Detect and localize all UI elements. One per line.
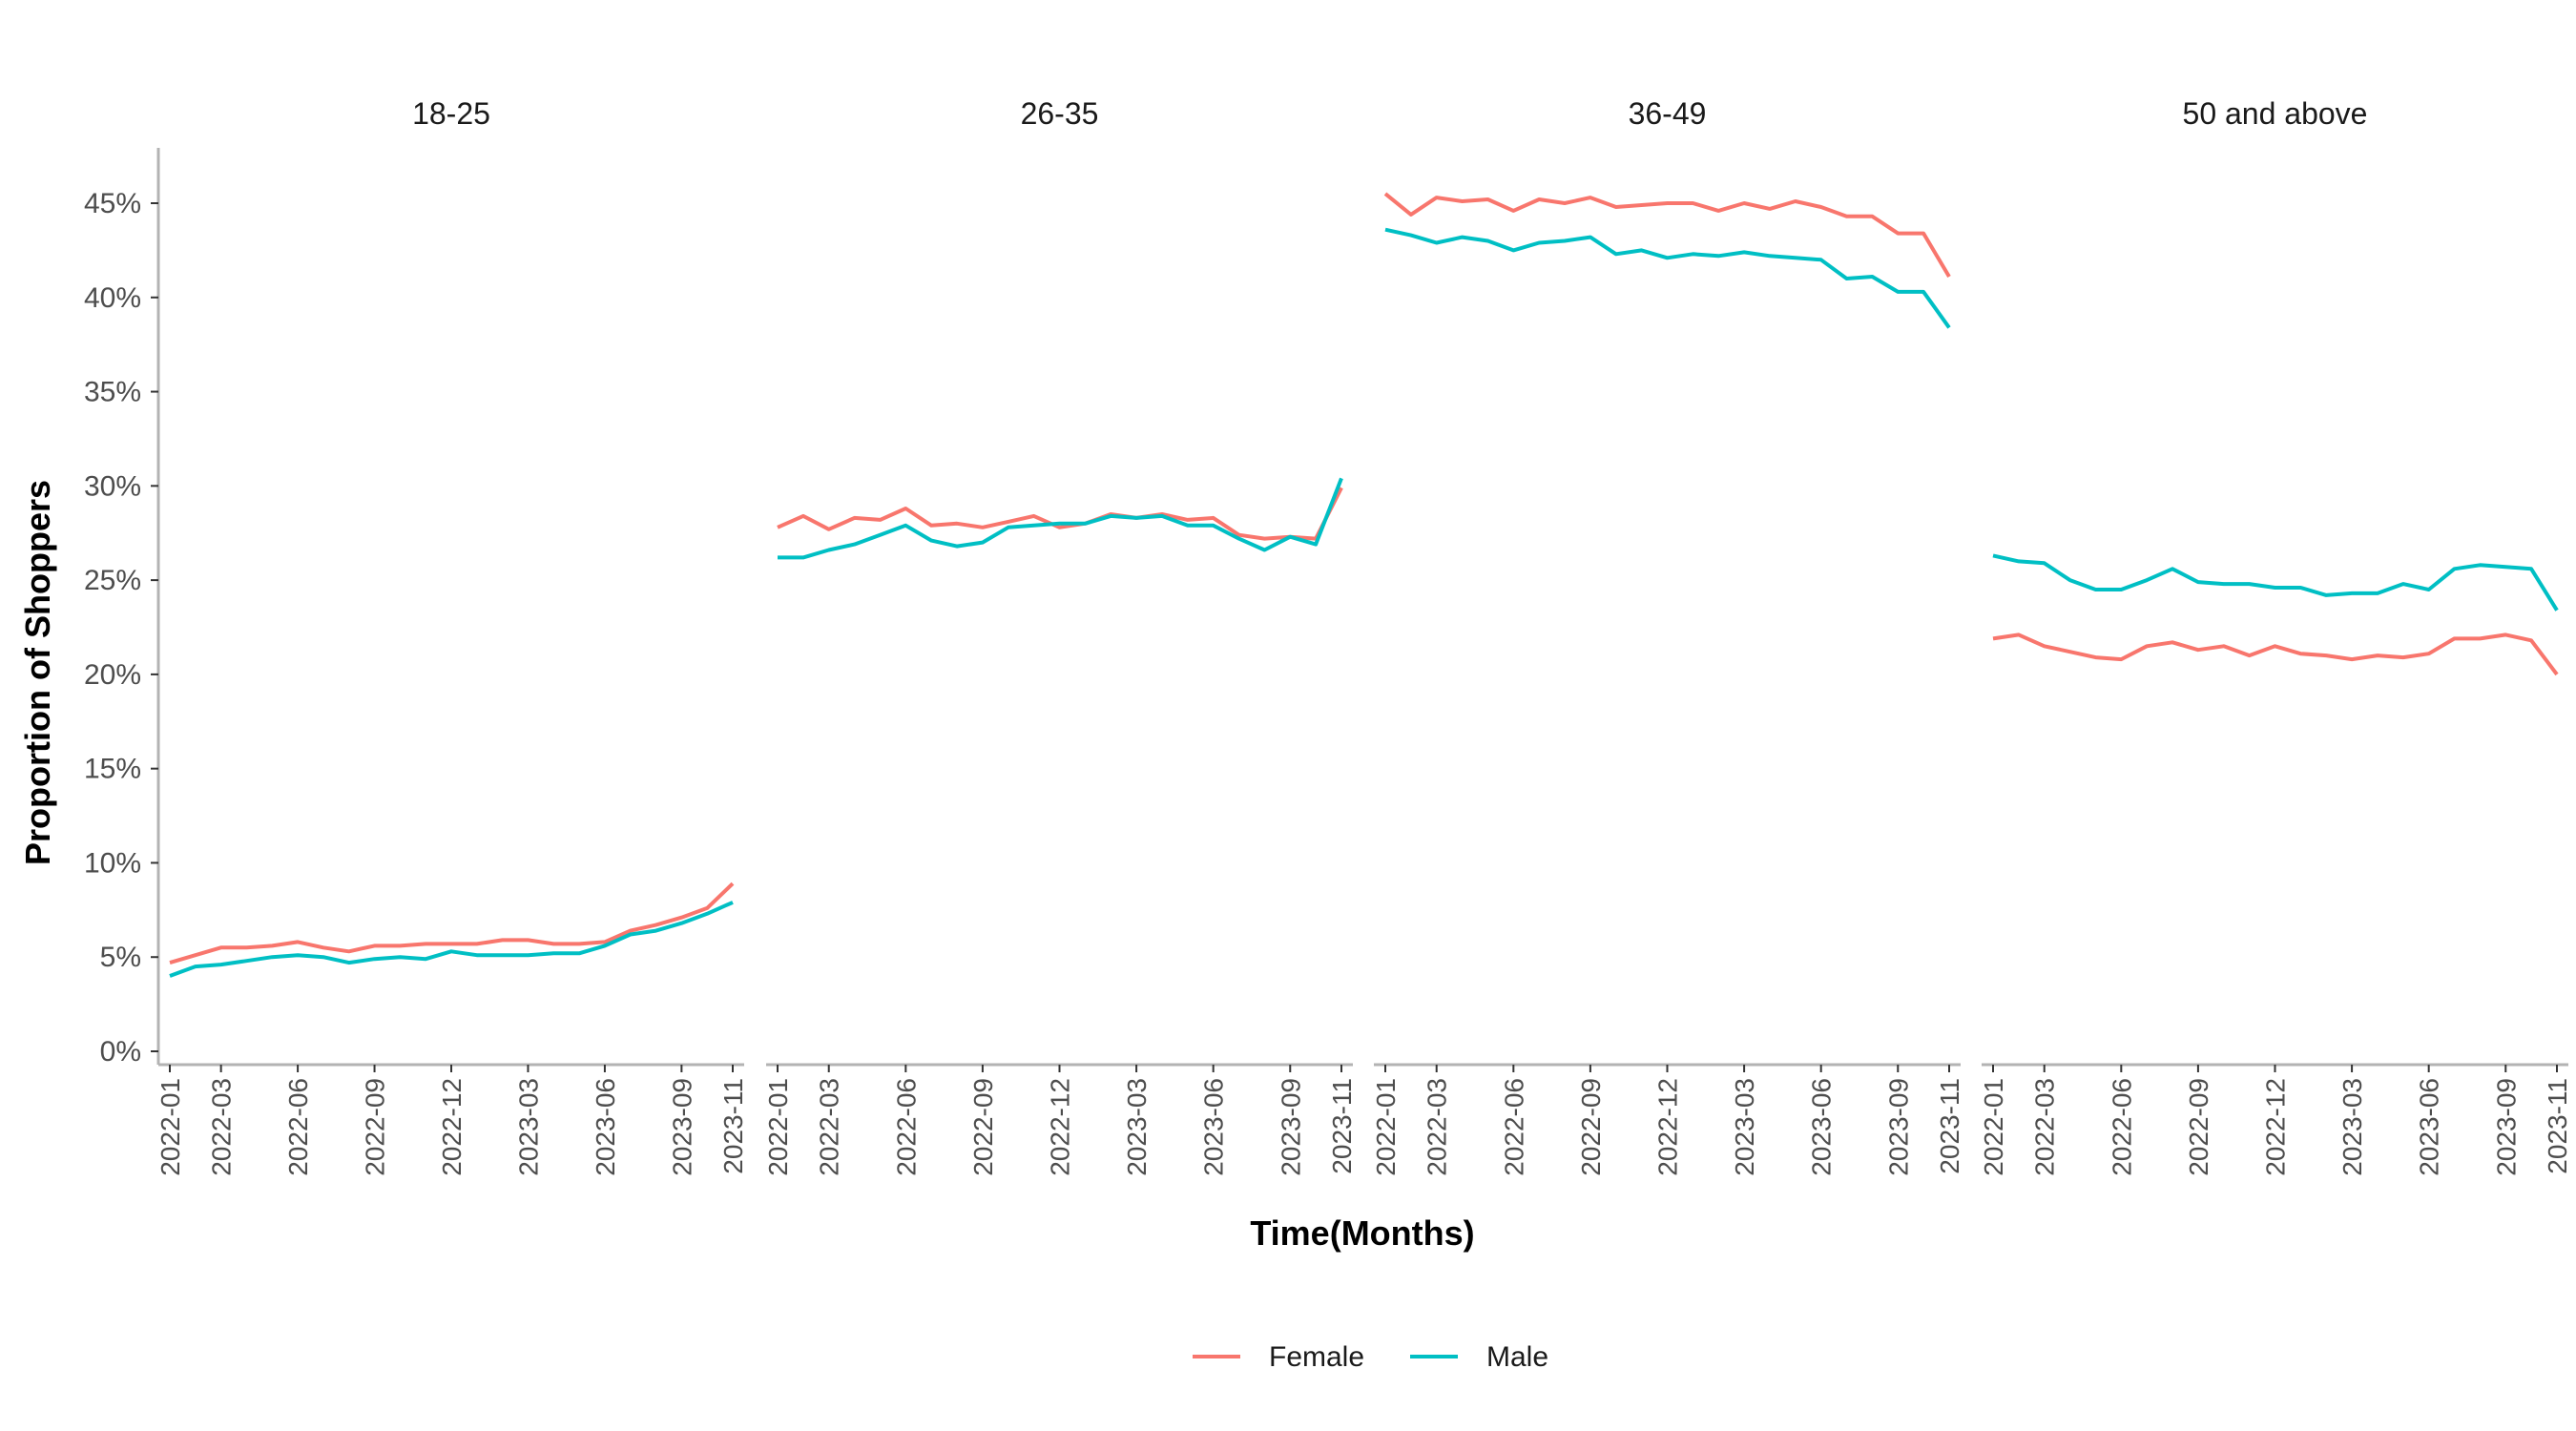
facet-title: 50 and above (2183, 96, 2368, 131)
y-tick-label: 5% (100, 942, 141, 973)
y-tick-label: 45% (84, 188, 141, 219)
x-tick-label: 2023-06 (1807, 1078, 1837, 1176)
x-tick-label: 2023-11 (1327, 1078, 1357, 1174)
x-axis-title: Time(Months) (1250, 1213, 1474, 1253)
x-tick-label: 2022-09 (361, 1078, 390, 1176)
y-tick-label: 30% (84, 470, 141, 502)
x-tick-label: 2022-03 (207, 1078, 237, 1176)
y-tick-label: 0% (100, 1036, 141, 1068)
x-tick-label: 2022-06 (2107, 1078, 2136, 1176)
x-tick-label: 2022-06 (891, 1078, 921, 1176)
x-tick-label: 2022-09 (1576, 1078, 1606, 1176)
x-tick-label: 2022-03 (815, 1078, 844, 1176)
series-line-male (1384, 227, 1951, 329)
series-line-male (778, 477, 1343, 560)
x-tick-label: 2022-09 (2184, 1078, 2213, 1176)
series-line-female (1383, 192, 1951, 279)
facet-titles: 18-25 26-35 36-49 50 and above (412, 96, 2367, 131)
x-axes: 2022-01 2022-03 2022-06 2022-09 2022-12 2023-… (156, 1063, 2572, 1176)
x-tick-label: 2023-09 (1883, 1078, 1913, 1176)
x-tick-label: 2023-09 (2491, 1078, 2521, 1176)
facet-title: 18-25 (412, 96, 490, 131)
series-line-female (1992, 633, 2559, 676)
plot-lines (169, 192, 2559, 978)
x-tick-label: 2022-12 (1046, 1078, 1075, 1176)
facet-title: 36-49 (1629, 96, 1707, 131)
y-tick-label: 20% (84, 659, 141, 691)
x-tick-label: 2023-03 (513, 1078, 543, 1176)
x-tick-label: 2022-12 (437, 1078, 467, 1176)
series-line-female (169, 881, 735, 965)
x-tick-label: 2023-09 (667, 1078, 696, 1176)
y-tick-label: 15% (84, 754, 141, 785)
x-tick-label: 2022-01 (1979, 1078, 2008, 1176)
y-tick-label: 40% (84, 282, 141, 314)
x-tick-label: 2022-06 (283, 1078, 313, 1176)
x-tick-label: 2023-11 (2543, 1078, 2572, 1174)
legend-label-female: Female (1269, 1341, 1364, 1373)
x-tick-label: 2023-03 (1122, 1078, 1152, 1176)
x-tick-label: 2023-11 (718, 1078, 748, 1174)
series-line-female (777, 487, 1343, 541)
legend-label-male: Male (1486, 1341, 1548, 1373)
x-tick-label: 2023-03 (2337, 1078, 2367, 1176)
series-line-male (169, 901, 734, 978)
y-tick-label: 35% (84, 377, 141, 408)
x-tick-label: 2022-03 (2030, 1078, 2060, 1176)
x-tick-label: 2022-06 (1499, 1078, 1528, 1176)
x-tick-label: 2022-01 (1371, 1078, 1401, 1176)
x-tick-label: 2022-01 (763, 1078, 793, 1176)
y-axis-title: Proportion of Shoppers (18, 480, 57, 865)
x-tick-label: 2022-03 (1423, 1078, 1452, 1176)
x-tick-label: 2022-12 (1653, 1078, 1683, 1176)
x-tick-label: 2023-09 (1276, 1078, 1305, 1176)
y-tick-label: 25% (84, 565, 141, 596)
legend: Female Male (1193, 1341, 1548, 1373)
y-tick-label: 10% (84, 847, 141, 879)
x-tick-label: 2022-12 (2261, 1078, 2291, 1176)
x-tick-label: 2022-01 (156, 1078, 185, 1176)
x-tick-label: 2022-09 (968, 1078, 998, 1176)
x-tick-label: 2023-06 (1199, 1078, 1229, 1176)
series-line-male (1992, 553, 2559, 612)
x-tick-label: 2023-03 (1730, 1078, 1759, 1176)
y-axis: 0% 5% 10% 15% 20% 25% 30% 35% 40% 45% (84, 148, 160, 1068)
x-tick-label: 2023-11 (1935, 1078, 1964, 1174)
x-tick-label: 2023-06 (2415, 1078, 2444, 1176)
x-tick-label: 2023-06 (591, 1078, 620, 1176)
facet-title: 26-35 (1021, 96, 1099, 131)
